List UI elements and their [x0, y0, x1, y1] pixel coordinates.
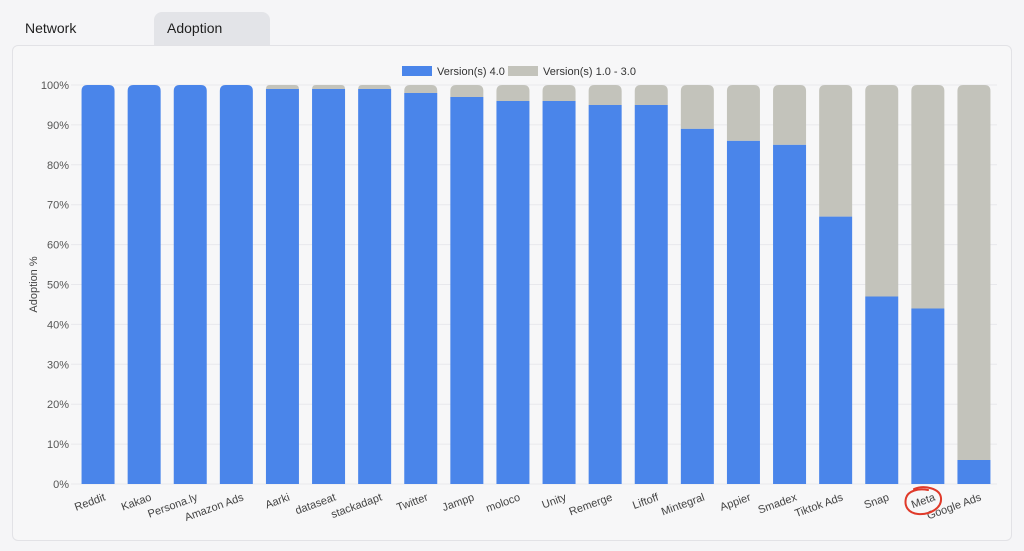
bar-v4-twitter [404, 92, 438, 484]
bar-v4-reddit [81, 85, 115, 484]
bar-v1-3-liftoff [634, 85, 668, 105]
bar-v4-mintegral [680, 128, 714, 484]
y-tick-label: 100% [41, 80, 69, 92]
bar-v1-3-google-ads [957, 85, 991, 461]
bar-v4-unity [542, 100, 576, 485]
bar-v1-3-aarki [265, 85, 299, 89]
bar-v4-stackadapt [358, 88, 392, 485]
x-tick-label: stackadapt [330, 492, 384, 521]
y-tick-label: 50% [47, 280, 69, 292]
bar-v4-liftoff [634, 104, 668, 484]
bar-v4-smadex [773, 144, 807, 484]
bar-v4-snap [865, 296, 899, 484]
x-tick-label: Appier [718, 491, 752, 513]
bar-v4-kakao [127, 85, 161, 484]
x-tick-label: moloco [485, 492, 522, 515]
bar-v4-meta [911, 308, 945, 484]
bar-v1-3-dataseat [312, 85, 346, 89]
legend-label-v1-3: Version(s) 1.0 - 3.0 [543, 66, 636, 78]
y-tick-label: 20% [47, 399, 69, 411]
bar-v1-3-appier [726, 85, 760, 141]
x-tick-label: Smadex [757, 491, 799, 516]
bar-v4-moloco [496, 100, 530, 485]
bar-v1-3-meta [911, 85, 945, 309]
x-tick-label: Twitter [395, 491, 430, 513]
x-tick-label: Jampp [441, 492, 476, 515]
legend-swatch-v4 [402, 66, 432, 76]
y-tick-label: 40% [47, 319, 69, 331]
bar-v4-remerge [588, 104, 622, 484]
bar-v4-aarki [265, 88, 299, 485]
x-tick-label: Unity [540, 491, 568, 511]
y-tick-label: 30% [47, 359, 69, 371]
y-axis-label: Adoption % [28, 256, 40, 312]
bar-v4-google-ads [957, 460, 991, 484]
bar-v4-jampp [450, 96, 484, 484]
bar-v1-3-stackadapt [358, 85, 392, 89]
bar-v1-3-unity [542, 85, 576, 101]
bar-v4-dataseat [312, 88, 346, 485]
bar-v4-appier [726, 140, 760, 485]
legend-swatch-v1-3 [508, 66, 538, 76]
y-tick-label: 0% [53, 479, 69, 491]
bar-v1-3-tiktok-ads [819, 85, 853, 217]
bar-v1-3-jampp [450, 85, 484, 97]
bar-v1-3-mintegral [680, 85, 714, 129]
bar-v1-3-remerge [588, 85, 622, 105]
y-tick-label: 70% [47, 200, 69, 212]
y-tick-label: 80% [47, 160, 69, 172]
bar-v4-tiktok-ads [819, 216, 853, 485]
x-tick-label: Remerge [568, 492, 615, 519]
x-tick-label: Liftoff [631, 491, 661, 512]
x-tick-label: Mintegral [660, 492, 707, 519]
x-tick-label: Tiktok Ads [793, 491, 845, 520]
y-tick-label: 90% [47, 120, 69, 132]
bar-v1-3-twitter [404, 85, 438, 93]
bar-v4-amazon-ads [219, 85, 253, 484]
x-tick-label: Snap [863, 492, 891, 512]
x-tick-label: Aarki [264, 492, 292, 512]
y-tick-label: 10% [47, 439, 69, 451]
bar-v4-persona-ly [173, 85, 207, 484]
bar-v1-3-snap [865, 85, 899, 297]
bar-v1-3-moloco [496, 85, 530, 101]
x-tick-label: Reddit [73, 492, 107, 514]
y-tick-label: 60% [47, 240, 69, 252]
legend-label-v4: Version(s) 4.0 [437, 66, 505, 78]
bar-v1-3-smadex [773, 85, 807, 145]
